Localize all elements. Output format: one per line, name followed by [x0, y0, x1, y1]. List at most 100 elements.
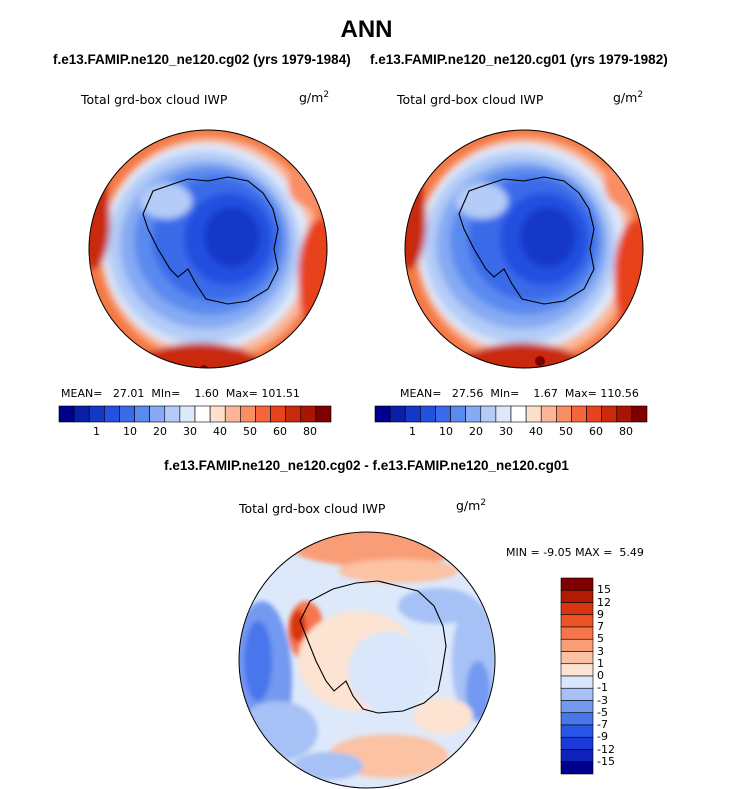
cbar1-tick: 50	[243, 425, 257, 438]
panel1-polar-map	[88, 129, 328, 369]
colorbar-cell	[560, 724, 594, 738]
colorbar-cell	[560, 651, 594, 665]
cbar3-tick: -9	[597, 730, 608, 744]
colorbar-cell	[465, 405, 482, 423]
colorbar-cell	[315, 405, 332, 423]
panel1-units: g/m2	[299, 90, 330, 106]
cbar3-tick: -12	[597, 742, 615, 756]
colorbar-cell	[601, 405, 618, 423]
cbar1-tick: 40	[213, 425, 227, 438]
colorbar-cell	[194, 405, 211, 423]
colorbar-cell	[209, 405, 226, 423]
colorbar-cell	[616, 405, 633, 423]
cbar3-tick: 3	[597, 644, 604, 658]
cbar3-tick: -15	[597, 754, 615, 768]
colorbar-cell	[420, 405, 436, 423]
colorbar-cell	[560, 736, 594, 750]
colorbar-cell	[389, 405, 406, 423]
difference-colorbar-ticks: 15 12 9 7 5 3 1 0 -1 -3 -5 -7 -9 -12 -15	[597, 578, 637, 774]
colorbar-cell	[560, 761, 594, 775]
cbar1-tick: 20	[153, 425, 167, 438]
cbar2-tick: 60	[589, 425, 603, 438]
cbar3-tick: -7	[597, 718, 608, 731]
panel1-variable-label: Total grd-box cloud IWP	[81, 92, 228, 107]
colorbar-cell	[560, 712, 594, 726]
cbar3-tick: -1	[597, 681, 608, 695]
colorbar-cell	[224, 405, 241, 423]
panel2-units: g/m2	[613, 90, 644, 106]
panel1-stats: MEAN= 27.01 MIn= 1.60 Max= 101.51	[61, 387, 300, 400]
colorbar-cell	[560, 602, 594, 616]
colorbar-cell	[556, 405, 572, 423]
cbar3-tick: 12	[597, 595, 611, 609]
difference-title: f.e13.FAMIP.ne120_ne120.cg02 - f.e13.FAM…	[164, 458, 569, 473]
panel1-colorbar	[58, 405, 332, 423]
colorbar-cell	[495, 405, 512, 423]
cbar1-tick: 10	[123, 425, 137, 438]
colorbar-cell	[300, 405, 317, 423]
colorbar-cell	[560, 626, 594, 640]
colorbar-cell	[525, 405, 542, 423]
colorbar-cell	[571, 405, 587, 423]
colorbar-cell	[164, 405, 181, 423]
cbar2-tick: 80	[619, 425, 633, 438]
cbar1-tick: 1	[93, 425, 100, 438]
panel2-variable-label: Total grd-box cloud IWP	[397, 92, 544, 107]
cbar2-tick: 20	[469, 425, 483, 438]
colorbar-cell	[560, 675, 594, 689]
panel2-stats: MEAN= 27.56 MIn= 1.67 Max= 110.56	[400, 387, 639, 400]
colorbar-cell	[58, 405, 75, 423]
colorbar-cell	[240, 405, 256, 423]
cbar3-tick: 9	[597, 607, 604, 621]
colorbar-cell	[255, 405, 271, 423]
colorbar-cell	[404, 405, 421, 423]
difference-colorbar	[560, 577, 594, 775]
colorbar-cell	[374, 405, 391, 423]
cbar3-tick: -5	[597, 705, 608, 719]
cbar1-tick: 80	[303, 425, 317, 438]
panel2-colorbar	[374, 405, 648, 423]
colorbar-cell	[149, 405, 166, 423]
cbar3-tick: 0	[597, 669, 604, 682]
case1-title: f.e13.FAMIP.ne120_ne120.cg02 (yrs 1979-1…	[53, 52, 351, 67]
colorbar-cell	[119, 405, 135, 423]
cbar3-tick: 7	[597, 620, 604, 633]
difference-units: g/m2	[456, 498, 487, 514]
colorbar-cell	[560, 614, 594, 628]
season-title: ANN	[340, 16, 393, 43]
cbar3-tick: 1	[597, 656, 604, 670]
cbar3-tick: -3	[597, 693, 608, 707]
colorbar-cell	[560, 577, 594, 591]
difference-polar-map	[238, 531, 496, 789]
colorbar-cell	[560, 589, 594, 603]
cbar3-tick: 5	[597, 632, 604, 646]
colorbar-cell	[73, 405, 90, 423]
cbar2-tick: 40	[529, 425, 543, 438]
colorbar-cell	[179, 405, 196, 423]
colorbar-cell	[560, 700, 594, 714]
colorbar-cell	[560, 687, 594, 701]
colorbar-cell	[88, 405, 105, 423]
colorbar-cell	[586, 405, 602, 423]
colorbar-cell	[285, 405, 302, 423]
cbar2-tick: 1	[409, 425, 416, 438]
colorbar-cell	[631, 405, 648, 423]
colorbar-cell	[560, 749, 594, 763]
case2-title: f.e13.FAMIP.ne120_ne120.cg01 (yrs 1979-1…	[370, 52, 668, 67]
cbar1-tick: 60	[273, 425, 287, 438]
colorbar-cell	[104, 405, 120, 423]
cbar3-tick: 15	[597, 583, 611, 597]
difference-variable-label: Total grd-box cloud IWP	[239, 501, 386, 516]
cbar2-tick: 50	[559, 425, 573, 438]
colorbar-cell	[560, 638, 594, 652]
cbar1-tick: 30	[183, 425, 197, 438]
cbar2-tick: 10	[439, 425, 453, 438]
difference-stats: MIN = -9.05 MAX = 5.49	[506, 546, 644, 559]
colorbar-cell	[560, 663, 594, 677]
colorbar-cell	[435, 405, 451, 423]
colorbar-cell	[450, 405, 466, 423]
panel2-polar-map	[404, 129, 644, 369]
cbar2-tick: 30	[499, 425, 513, 438]
colorbar-cell	[540, 405, 557, 423]
colorbar-cell	[510, 405, 527, 423]
